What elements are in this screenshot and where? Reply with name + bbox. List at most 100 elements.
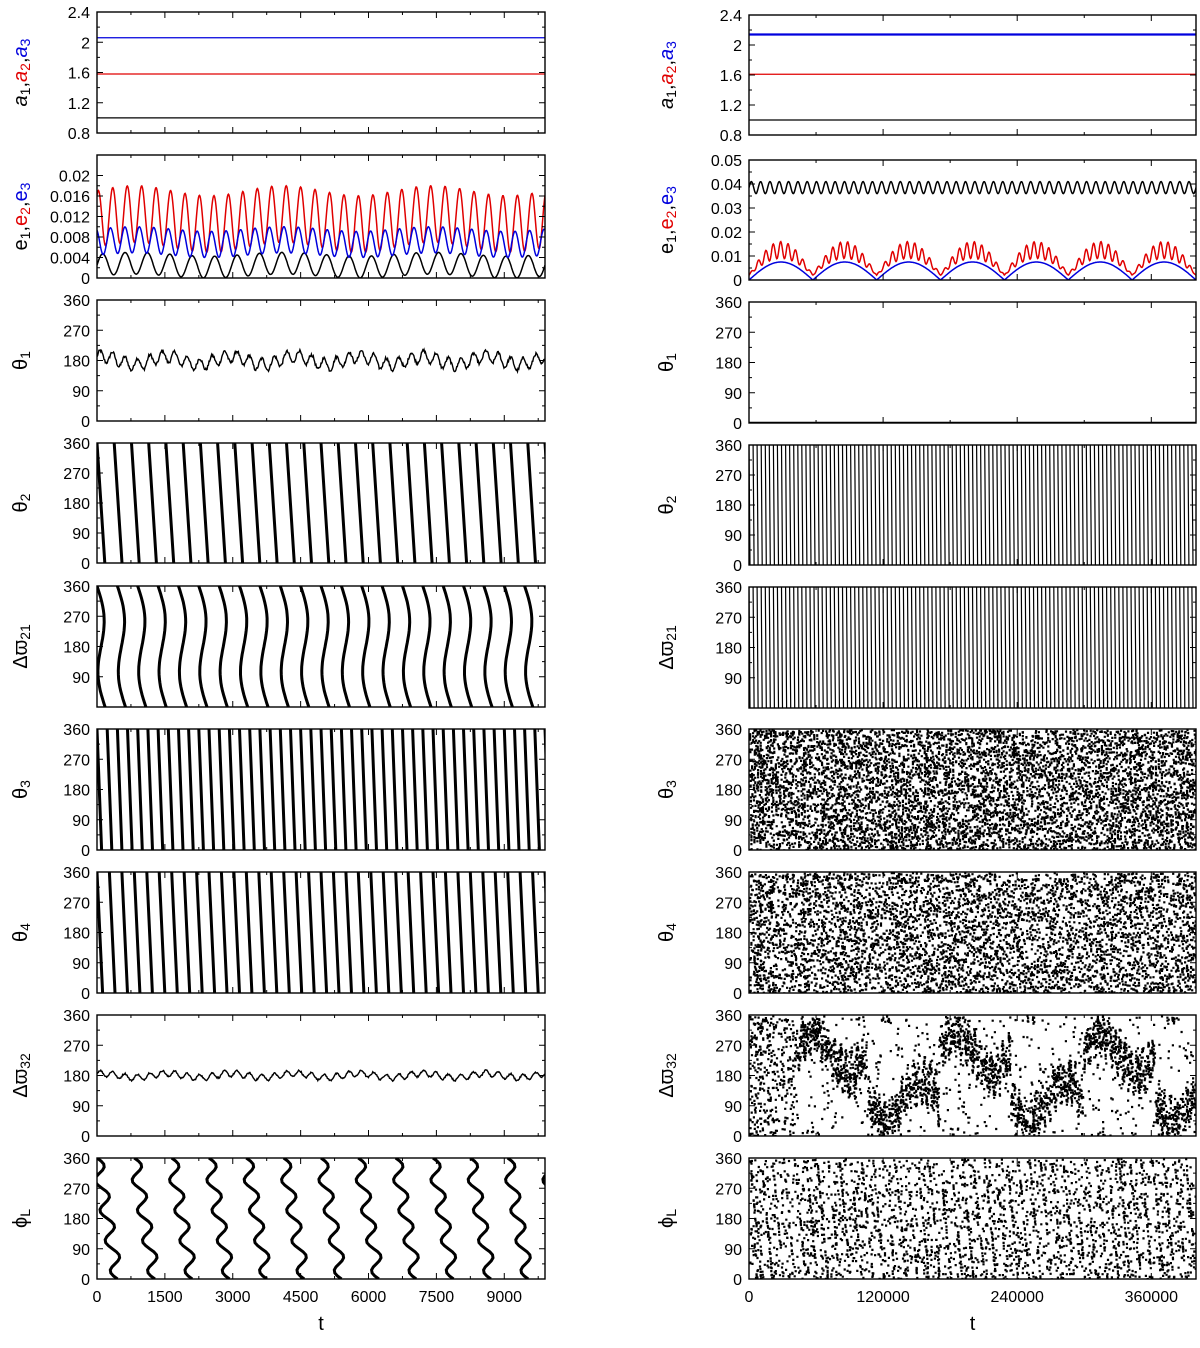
panel-L-th3: 0 90 180 270 360 θ3	[10, 722, 546, 860]
y-tick-label: 180	[63, 354, 90, 371]
y-tick-label: 90	[72, 813, 90, 830]
plot-area	[749, 872, 1196, 993]
y-tick-label: 180	[715, 783, 742, 800]
panel-R-th2: 0 90 180 270 360 θ2	[656, 438, 1197, 575]
x-tick-label: 4500	[283, 1289, 319, 1306]
series-line-3	[97, 225, 545, 259]
y-tick-label: 0	[81, 1129, 90, 1146]
y-axis-label: ϕL	[656, 1209, 679, 1228]
y-tick-label: 270	[715, 895, 742, 912]
y-tick-label: 1.6	[720, 68, 742, 85]
y-tick-label: 0	[81, 1272, 90, 1289]
series-track	[97, 872, 545, 993]
y-tick-label: 360	[63, 436, 90, 453]
panel-L-th1: 0 90 180 270 360 θ1	[10, 293, 546, 431]
panel-R-th1: 0 90 180 270 360 θ1	[656, 295, 1197, 433]
y-tick-label: 0	[733, 843, 742, 860]
scatter-dots	[749, 1158, 1196, 1279]
x-tick-label: 360000	[1125, 1289, 1178, 1306]
panel-L-e: 0 0.004 0.008 0.012 0.016 0.02 e1,e2,e3	[10, 154, 546, 288]
panel-R-e: 0 0.01 0.02 0.03 0.04 0.05 e1,e2,e3	[656, 153, 1197, 290]
y-tick-label: 270	[63, 1038, 90, 1055]
y-tick-label: 270	[63, 752, 90, 769]
y-axis-label: a1,a2,a3	[656, 41, 679, 109]
scatter-dots	[749, 1015, 1196, 1136]
y-tick-label: 360	[715, 580, 742, 597]
y-tick-label: 0.02	[59, 169, 90, 186]
y-tick-label: 270	[715, 610, 742, 627]
y-axis-label: θ2	[10, 493, 33, 512]
y-tick-label: 90	[72, 670, 90, 687]
y-tick-label: 180	[63, 496, 90, 513]
axes-frame	[748, 301, 1197, 424]
x-tick-label: 1500	[147, 1289, 183, 1306]
plot-area	[97, 729, 545, 850]
plot-area	[749, 33, 1196, 121]
y-tick-label: 0.8	[68, 126, 90, 143]
y-tick-label: 360	[715, 865, 742, 882]
y-tick-label: 180	[63, 783, 90, 800]
y-tick-label: 90	[724, 671, 742, 688]
y-axis-label: θ1	[656, 353, 679, 372]
y-tick-label: 1.2	[720, 98, 742, 115]
y-tick-label: 180	[715, 1069, 742, 1086]
y-tick-label: 270	[715, 752, 742, 769]
plot-area	[97, 1068, 545, 1083]
plot-area	[97, 347, 545, 375]
y-tick-label: 0	[81, 271, 90, 288]
y-tick-label: 270	[63, 323, 90, 340]
y-tick-label: 0	[733, 1272, 742, 1289]
y-tick-label: 360	[63, 1151, 90, 1168]
plot-area	[749, 1158, 1196, 1279]
y-tick-label: 90	[724, 528, 742, 545]
y-axis-label: Δϖ32	[10, 1053, 33, 1098]
y-tick-label: 90	[724, 1242, 742, 1259]
plot-area	[749, 729, 1196, 850]
y-tick-label: 270	[715, 325, 742, 342]
y-tick-label: 0	[81, 986, 90, 1003]
scatter-points	[749, 729, 1196, 850]
y-tick-label: 0.008	[50, 230, 90, 247]
y-tick-label: 90	[72, 1242, 90, 1259]
y-tick-label: 180	[63, 640, 90, 657]
series-track	[749, 445, 1196, 565]
panel-L-dw32: 0 90 180 270 360 Δϖ32	[10, 1008, 546, 1146]
plot-area	[97, 184, 545, 278]
y-tick-label: 360	[63, 1008, 90, 1025]
y-tick-label: 0	[81, 414, 90, 431]
y-tick-label: 0.05	[711, 153, 742, 170]
y-tick-label: 270	[63, 609, 90, 626]
plot-area	[97, 443, 545, 563]
axes-frame	[748, 14, 1197, 136]
y-tick-label: 180	[715, 641, 742, 658]
y-tick-label: 360	[715, 438, 742, 455]
y-tick-label: 180	[63, 1069, 90, 1086]
scatter-points	[749, 872, 1196, 993]
y-tick-label: 180	[715, 1212, 742, 1229]
y-tick-label: 0	[733, 1129, 742, 1146]
y-tick-label: 2.4	[720, 8, 742, 25]
y-tick-label: 90	[72, 526, 90, 543]
y-tick-label: 180	[63, 926, 90, 943]
x-tick-label: 6000	[351, 1289, 387, 1306]
x-axis-label: t	[318, 1313, 324, 1335]
y-tick-label: 270	[63, 895, 90, 912]
plot-area	[749, 445, 1196, 565]
scatter-points	[749, 1158, 1196, 1279]
x-tick-label: 3000	[215, 1289, 251, 1306]
y-tick-label: 0.016	[50, 189, 90, 206]
series-track	[97, 729, 545, 850]
y-axis-label: θ4	[656, 923, 679, 942]
y-tick-label: 90	[72, 384, 90, 401]
panel-R-phiL: 0 90 180 270 360 ϕL	[656, 1151, 1197, 1289]
y-tick-label: 270	[63, 466, 90, 483]
y-axis-label: θ4	[10, 923, 33, 942]
axes-frame	[96, 11, 546, 134]
y-tick-label: 90	[72, 1099, 90, 1116]
x-tick-label: 120000	[856, 1289, 909, 1306]
plot-area	[97, 37, 545, 119]
panel-L-dw21: 90 180 270 360 Δϖ21	[10, 579, 546, 708]
y-tick-label: 90	[724, 1099, 742, 1116]
y-tick-label: 0	[733, 273, 742, 290]
